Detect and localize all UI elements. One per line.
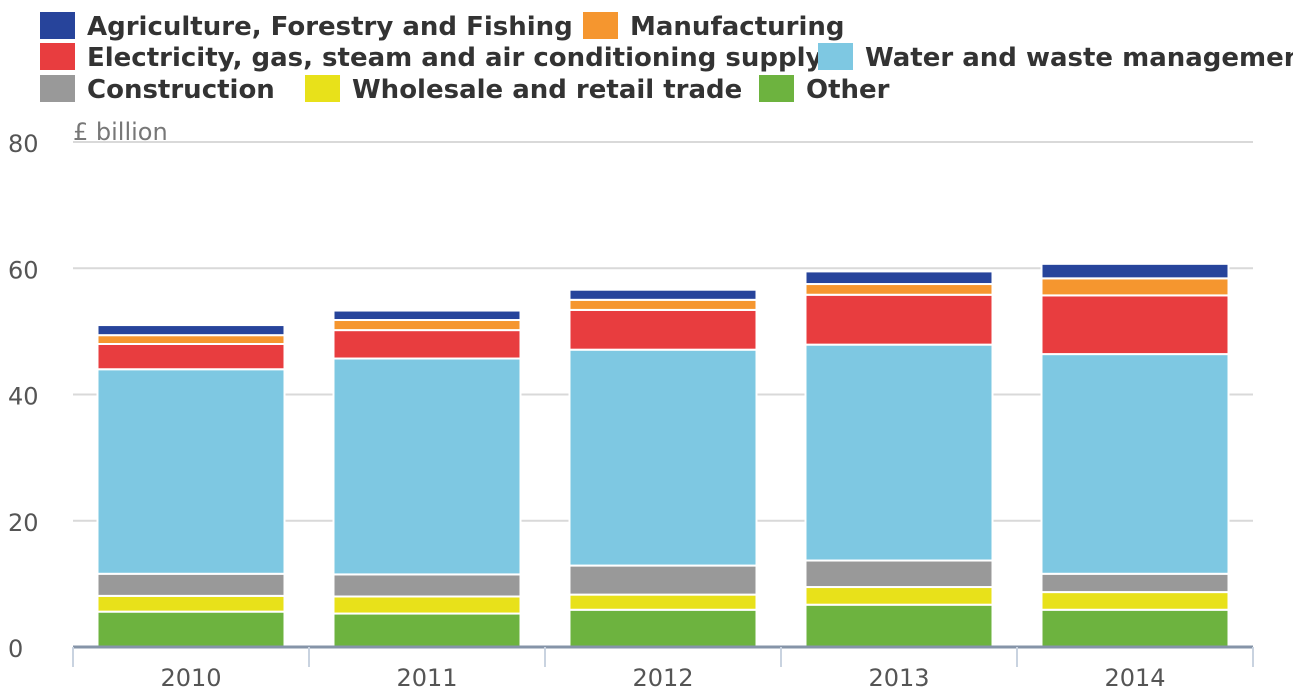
legend-item-wholesale-and-retail-trade: Wholesale and retail trade — [305, 75, 742, 105]
bar-stack-2013 — [804, 270, 994, 648]
bar-segment-construction — [568, 564, 758, 596]
x-tick-label: 2014 — [1104, 664, 1165, 690]
y-tick-label: 40 — [8, 383, 39, 411]
bar-stack-2010 — [96, 324, 286, 649]
legend-label: Manufacturing — [630, 12, 845, 42]
bar-segment-agriculture-forestry-and-fishing — [1040, 262, 1230, 280]
bar-segment-electricity-gas-steam-and-air-conditioning-supply — [332, 329, 522, 360]
bar-segment-electricity-gas-steam-and-air-conditioning-supply — [804, 293, 994, 346]
bar-segment-agriculture-forestry-and-fishing — [96, 324, 286, 337]
bar-stack-2011 — [332, 309, 522, 649]
bar-segment-electricity-gas-steam-and-air-conditioning-supply — [1040, 294, 1230, 356]
bar-segment-water-and-waste-management — [804, 343, 994, 562]
y-axis-ticks: 0 20 40 60 80 — [8, 130, 39, 663]
x-tick-label: 2011 — [396, 664, 457, 690]
bar-segment-wholesale-and-retail-trade — [332, 595, 522, 615]
bar-segment-manufacturing — [332, 319, 522, 332]
bar-segment-manufacturing — [1040, 277, 1230, 297]
bar-segment-wholesale-and-retail-trade — [804, 586, 994, 606]
bar-segment-construction — [96, 572, 286, 597]
legend-item-other: Other — [759, 75, 890, 105]
legend-label: Electricity, gas, steam and air conditio… — [87, 43, 823, 73]
bar-segment-manufacturing — [568, 298, 758, 311]
x-tick-label: 2012 — [632, 664, 693, 690]
legend-swatch — [40, 43, 75, 70]
y-tick-label: 0 — [8, 635, 23, 663]
x-tick-label: 2010 — [160, 664, 221, 690]
bar-segment-other — [1040, 608, 1230, 648]
legend-label: Water and waste management — [865, 43, 1293, 73]
legend-item-manufacturing: Manufacturing — [583, 12, 845, 42]
y-tick-label: 20 — [8, 509, 39, 537]
legend-label: Agriculture, Forestry and Fishing — [87, 12, 573, 42]
bar-segment-water-and-waste-management — [568, 348, 758, 567]
bar-stack-2014 — [1040, 262, 1230, 648]
bar-segment-agriculture-forestry-and-fishing — [332, 309, 522, 322]
legend-swatch — [40, 12, 75, 39]
legend-swatch — [818, 43, 853, 70]
legend-item-water-and-waste-management: Water and waste management — [818, 43, 1293, 73]
legend-item-agriculture-forestry-and-fishing: Agriculture, Forestry and Fishing — [40, 12, 573, 42]
bar-segment-water-and-waste-management — [1040, 353, 1230, 575]
bar-segment-other — [96, 610, 286, 649]
bar-segment-wholesale-and-retail-trade — [96, 594, 286, 613]
bar-segment-manufacturing — [804, 283, 994, 296]
bars — [96, 262, 1230, 649]
bar-segment-electricity-gas-steam-and-air-conditioning-supply — [568, 308, 758, 351]
bar-segment-wholesale-and-retail-trade — [1040, 591, 1230, 611]
bar-segment-agriculture-forestry-and-fishing — [804, 270, 994, 286]
legend: Agriculture, Forestry and Fishing Manufac… — [40, 12, 1293, 105]
legend-swatch — [583, 12, 618, 39]
bar-segment-other — [804, 603, 994, 648]
y-tick-label: 60 — [8, 256, 39, 284]
bar-segment-agriculture-forestry-and-fishing — [568, 288, 758, 301]
x-tick-label: 2013 — [868, 664, 929, 690]
bar-segment-water-and-waste-management — [96, 368, 286, 575]
legend-item-construction: Construction — [40, 75, 275, 105]
bar-segment-water-and-waste-management — [332, 357, 522, 576]
legend-swatch — [305, 75, 340, 102]
legend-swatch — [759, 75, 794, 102]
legend-item-electricity-gas-steam-and-air-conditioning-supply: Electricity, gas, steam and air conditio… — [40, 43, 823, 73]
bar-segment-construction — [804, 559, 994, 589]
bar-segment-manufacturing — [96, 334, 286, 346]
x-axis: 2010 2011 2012 2013 2014 — [72, 645, 1254, 690]
bar-segment-construction — [332, 573, 522, 598]
bar-segment-wholesale-and-retail-trade — [568, 593, 758, 611]
legend-label: Other — [806, 75, 890, 105]
bar-segment-other — [568, 608, 758, 648]
y-tick-label: 80 — [8, 130, 39, 158]
bar-stack-2012 — [568, 288, 758, 648]
legend-label: Construction — [87, 75, 275, 105]
legend-swatch — [40, 75, 75, 102]
bar-segment-other — [332, 612, 522, 649]
bar-segment-electricity-gas-steam-and-air-conditioning-supply — [96, 343, 286, 371]
bar-segment-construction — [1040, 572, 1230, 594]
legend-label: Wholesale and retail trade — [352, 75, 742, 105]
